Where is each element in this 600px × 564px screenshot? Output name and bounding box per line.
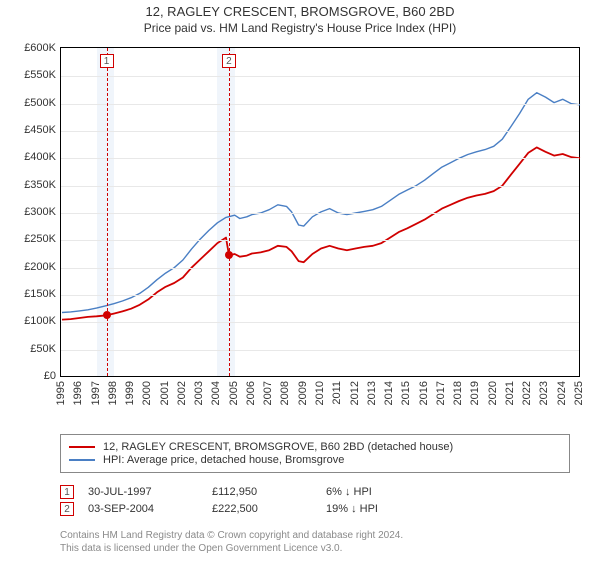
- y-tick-label: £600K: [16, 42, 56, 54]
- gridline: [61, 158, 579, 159]
- x-tick-label: 2017: [435, 381, 447, 405]
- sales-row: 1 30-JUL-1997 £112,950 6% ↓ HPI: [60, 485, 570, 499]
- sale-marker-icon: 1: [100, 54, 114, 68]
- x-tick-label: 2013: [366, 381, 378, 405]
- legend-label: HPI: Average price, detached house, Brom…: [103, 454, 344, 466]
- sale-price: £112,950: [212, 486, 312, 498]
- gridline: [61, 213, 579, 214]
- x-tick-label: 2000: [141, 381, 153, 405]
- y-tick-label: £50K: [16, 343, 56, 355]
- x-tick-label: 2025: [573, 381, 585, 405]
- chart-title: 12, RAGLEY CRESCENT, BROMSGROVE, B60 2BD: [0, 4, 600, 19]
- x-tick-label: 1997: [90, 381, 102, 405]
- gridline: [61, 350, 579, 351]
- footer-line: Contains HM Land Registry data © Crown c…: [60, 530, 570, 543]
- sales-table: 1 30-JUL-1997 £112,950 6% ↓ HPI 2 03-SEP…: [60, 482, 570, 519]
- y-tick-label: £150K: [16, 288, 56, 300]
- legend-swatch: [69, 446, 95, 448]
- y-tick-label: £350K: [16, 179, 56, 191]
- legend: 12, RAGLEY CRESCENT, BROMSGROVE, B60 2BD…: [60, 434, 570, 473]
- x-tick-label: 2022: [521, 381, 533, 405]
- gridline: [61, 322, 579, 323]
- gridline: [61, 268, 579, 269]
- sale-date-line: [229, 48, 230, 376]
- x-tick-label: 2015: [400, 381, 412, 405]
- x-tick-label: 1998: [107, 381, 119, 405]
- y-tick-label: £250K: [16, 233, 56, 245]
- x-tick-label: 1996: [72, 381, 84, 405]
- legend-label: 12, RAGLEY CRESCENT, BROMSGROVE, B60 2BD…: [103, 441, 453, 453]
- x-tick-label: 2011: [331, 381, 343, 405]
- x-tick-label: 2001: [159, 381, 171, 405]
- x-tick-label: 1999: [124, 381, 136, 405]
- x-tick-label: 2002: [176, 381, 188, 405]
- gridline: [61, 131, 579, 132]
- sale-point-icon: [103, 311, 111, 319]
- sale-date-line: [107, 48, 108, 376]
- sale-marker-icon: 2: [222, 54, 236, 68]
- gridline: [61, 240, 579, 241]
- gridline: [61, 186, 579, 187]
- y-tick-label: £100K: [16, 315, 56, 327]
- y-tick-label: £450K: [16, 124, 56, 136]
- x-tick-label: 2008: [279, 381, 291, 405]
- y-tick-label: £200K: [16, 261, 56, 273]
- sales-row: 2 03-SEP-2004 £222,500 19% ↓ HPI: [60, 502, 570, 516]
- x-tick-label: 2021: [504, 381, 516, 405]
- plot-area: 12: [60, 47, 580, 377]
- sale-point-icon: [225, 251, 233, 259]
- chart-subtitle: Price paid vs. HM Land Registry's House …: [0, 21, 600, 35]
- legend-item: 12, RAGLEY CRESCENT, BROMSGROVE, B60 2BD…: [69, 441, 561, 453]
- x-tick-label: 1995: [55, 381, 67, 405]
- sale-price: £222,500: [212, 503, 312, 515]
- sale-date: 30-JUL-1997: [88, 486, 198, 498]
- y-tick-label: £500K: [16, 97, 56, 109]
- x-tick-label: 2006: [245, 381, 257, 405]
- footer-line: This data is licensed under the Open Gov…: [60, 543, 570, 556]
- x-tick-label: 2024: [556, 381, 568, 405]
- x-tick-label: 2010: [314, 381, 326, 405]
- gridline: [61, 104, 579, 105]
- footer-attribution: Contains HM Land Registry data © Crown c…: [60, 530, 570, 555]
- x-tick-label: 2003: [193, 381, 205, 405]
- sale-marker-icon: 2: [60, 502, 74, 516]
- gridline: [61, 76, 579, 77]
- legend-swatch: [69, 459, 95, 461]
- x-tick-label: 2009: [297, 381, 309, 405]
- y-tick-label: £550K: [16, 69, 56, 81]
- x-tick-label: 2016: [418, 381, 430, 405]
- chart-area: 12 £0£50K£100K£150K£200K£250K£300K£350K£…: [40, 39, 600, 419]
- x-tick-label: 2004: [210, 381, 222, 405]
- legend-item: HPI: Average price, detached house, Brom…: [69, 454, 561, 466]
- x-tick-label: 2019: [469, 381, 481, 405]
- sale-diff: 19% ↓ HPI: [326, 503, 416, 515]
- x-tick-label: 2012: [349, 381, 361, 405]
- x-tick-label: 2018: [452, 381, 464, 405]
- y-tick-label: £300K: [16, 206, 56, 218]
- y-tick-label: £0: [16, 370, 56, 382]
- gridline: [61, 295, 579, 296]
- sale-date: 03-SEP-2004: [88, 503, 198, 515]
- y-tick-label: £400K: [16, 151, 56, 163]
- x-tick-label: 2007: [262, 381, 274, 405]
- series-line-hpi: [62, 93, 580, 313]
- sale-diff: 6% ↓ HPI: [326, 486, 416, 498]
- x-tick-label: 2023: [538, 381, 550, 405]
- x-tick-label: 2020: [487, 381, 499, 405]
- x-tick-label: 2005: [228, 381, 240, 405]
- x-tick-label: 2014: [383, 381, 395, 405]
- sale-marker-icon: 1: [60, 485, 74, 499]
